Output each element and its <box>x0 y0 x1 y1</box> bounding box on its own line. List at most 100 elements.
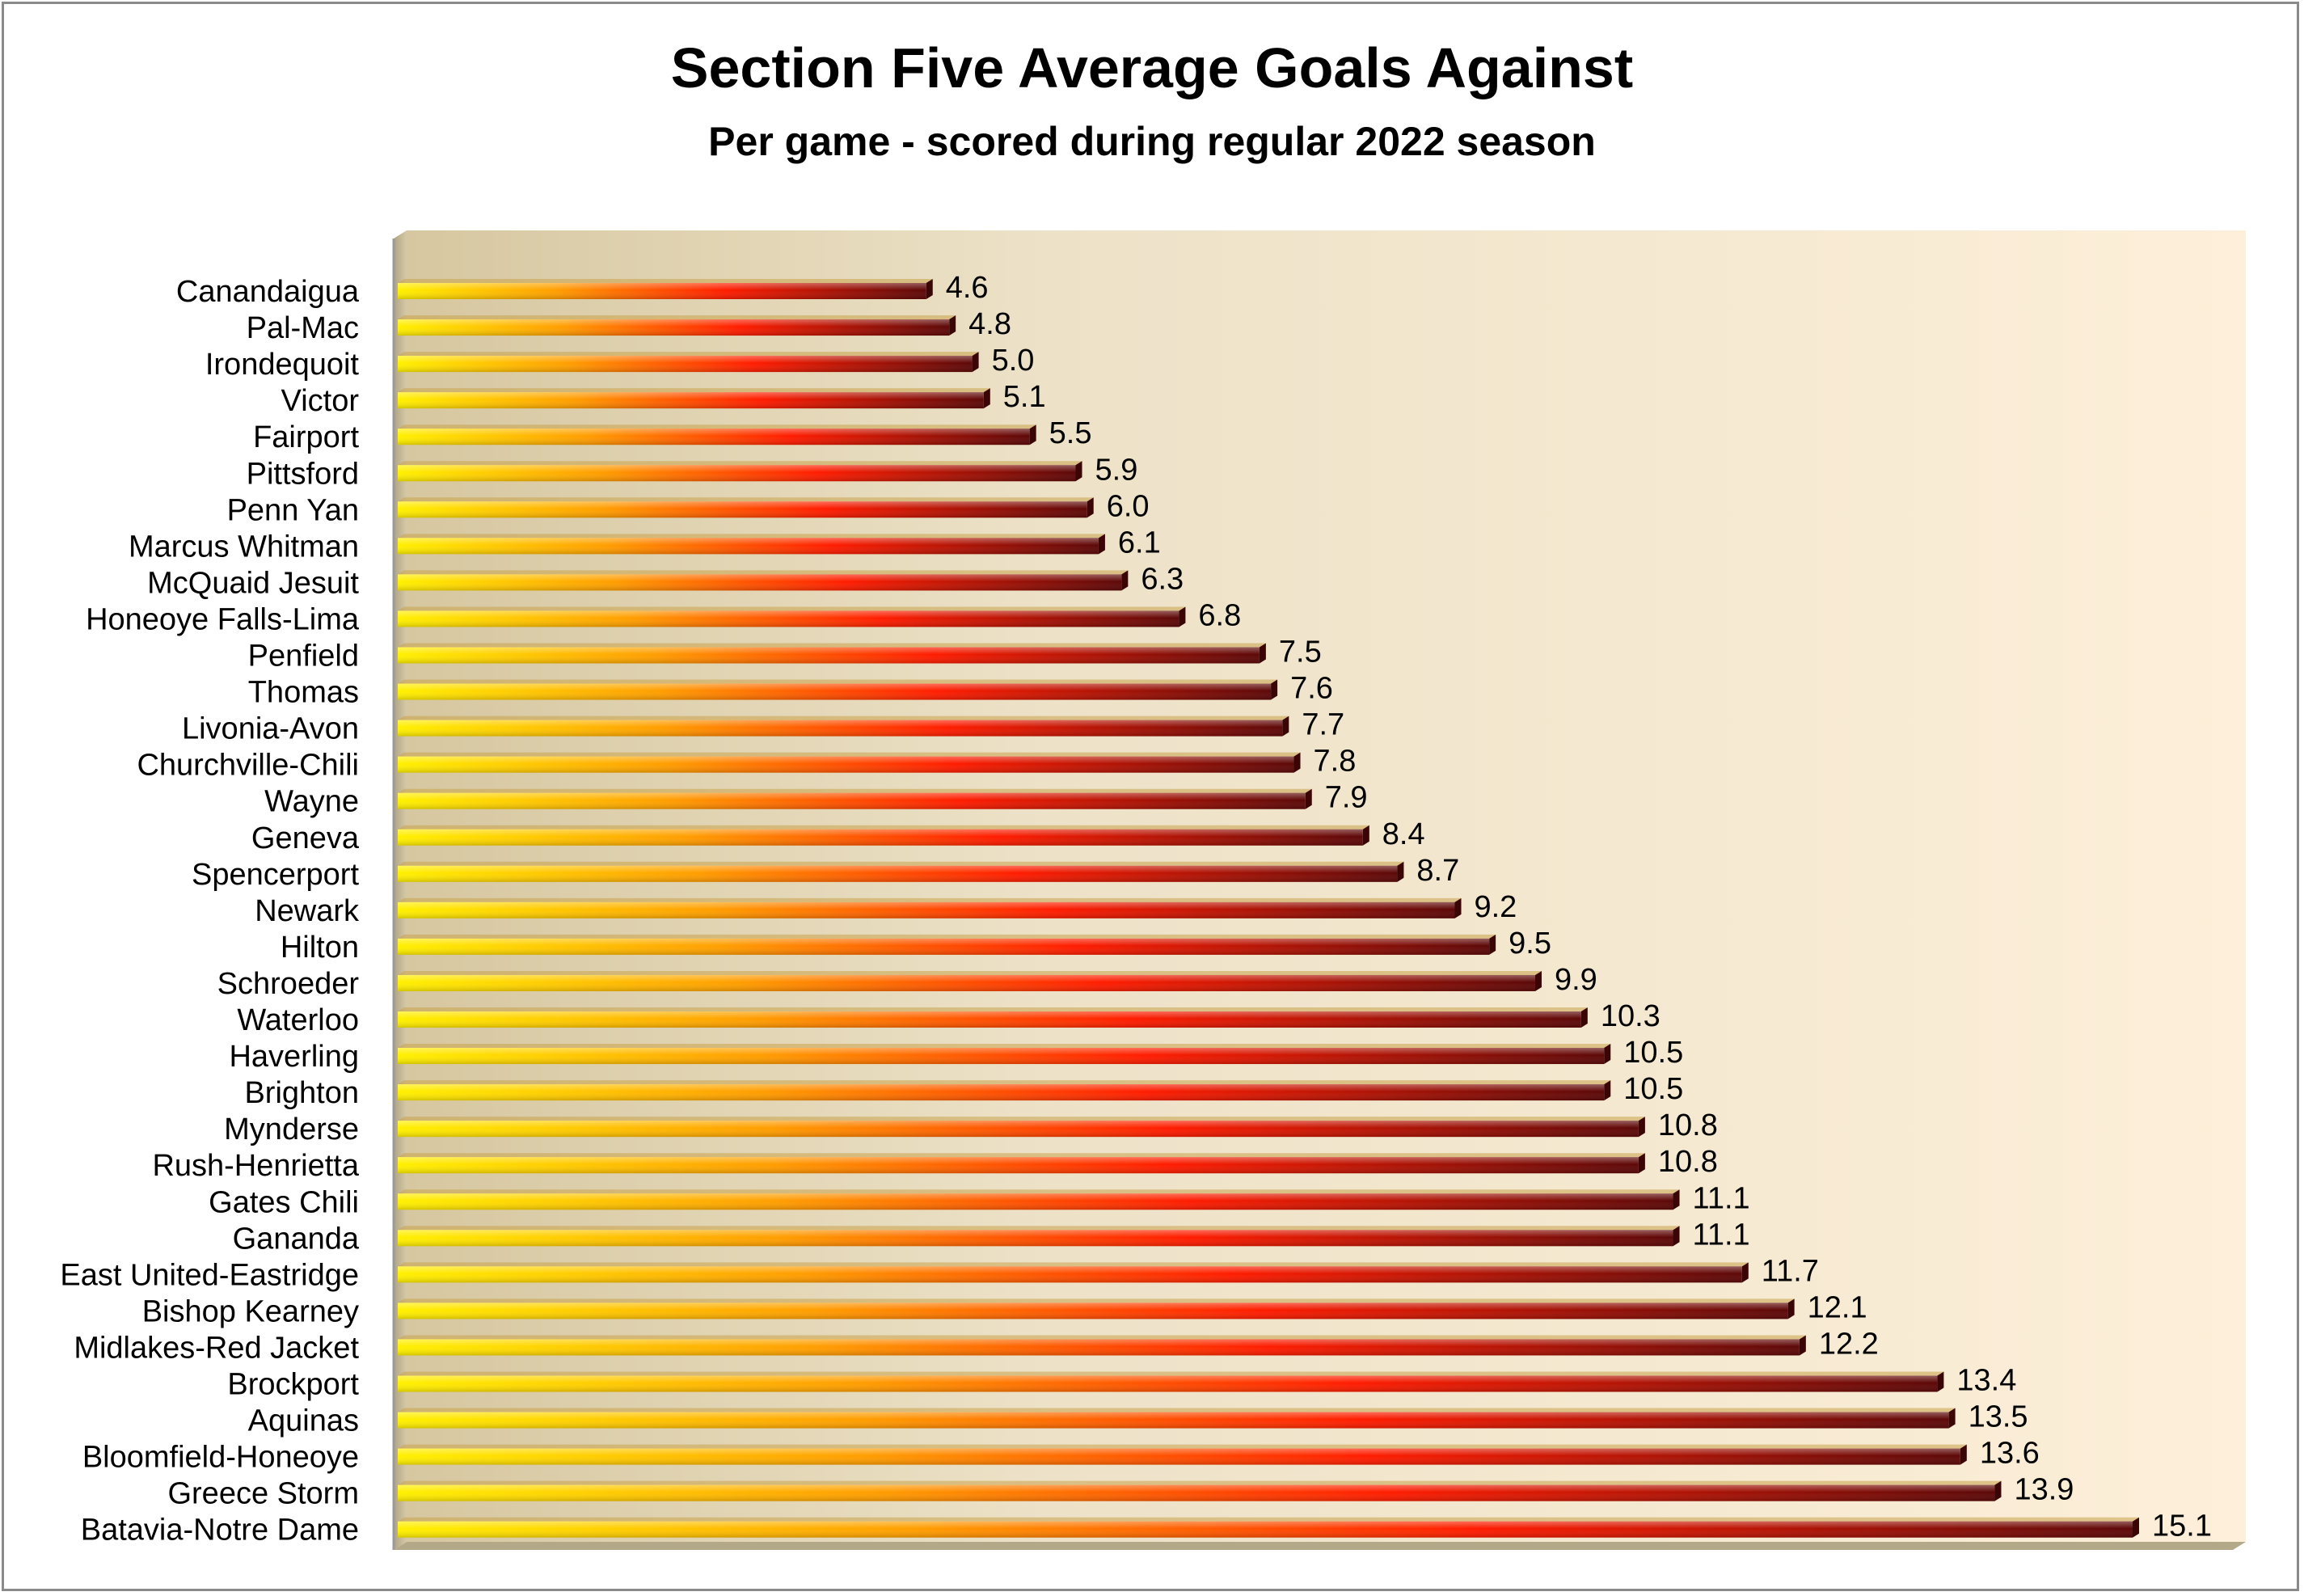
category-label: Midlakes-Red Jacket <box>74 1331 359 1365</box>
bar-end-face <box>1673 1226 1680 1247</box>
bar-end-face <box>1534 970 1542 991</box>
bar-top-face <box>398 1189 1680 1194</box>
bar-top-face <box>398 352 979 357</box>
category-label: Irondequoit <box>205 348 360 382</box>
bar-end-face <box>1259 643 1266 664</box>
bar-shading <box>398 501 1087 518</box>
category-label: Penn Yan <box>227 493 359 527</box>
category-label: East United-Eastridge <box>60 1258 359 1292</box>
value-label: 4.8 <box>968 307 1011 341</box>
category-label: Brockport <box>227 1368 359 1402</box>
bar-shading <box>398 283 926 299</box>
chart-title: Section Five Average Goals Against <box>670 36 1634 99</box>
value-label: 6.0 <box>1107 489 1150 523</box>
value-label: 10.8 <box>1658 1108 1718 1142</box>
bar-end-face <box>1305 788 1312 809</box>
bar-top-face <box>398 606 1186 611</box>
value-label: 13.6 <box>1980 1437 2040 1471</box>
bar-shading <box>398 429 1030 445</box>
value-label: 11.1 <box>1693 1181 1750 1215</box>
value-label: 6.3 <box>1141 562 1184 596</box>
bar-end-face <box>1179 606 1186 627</box>
value-label: 6.8 <box>1198 598 1241 632</box>
category-label: Batavia-Notre Dame <box>81 1514 359 1547</box>
bar-end-face <box>949 315 956 336</box>
bar-end-face <box>1580 1007 1588 1028</box>
value-label: 7.7 <box>1302 708 1344 742</box>
bar-top-face <box>398 679 1278 684</box>
category-label: Livonia-Avon <box>182 712 359 746</box>
bar-top-face <box>398 934 1496 939</box>
category-label: Spencerport <box>192 858 359 892</box>
value-label: 8.4 <box>1382 817 1425 851</box>
bar-shading <box>398 392 984 409</box>
bar-end-face <box>1638 1117 1645 1138</box>
bar-shading <box>398 1011 1581 1028</box>
bar-shading <box>398 1193 1673 1210</box>
bar-shading <box>398 538 1099 555</box>
value-label: 9.5 <box>1509 927 1551 961</box>
category-label: Haverling <box>229 1040 359 1074</box>
category-label: Canandaigua <box>176 275 360 309</box>
value-label: 11.1 <box>1693 1218 1750 1252</box>
value-label: 10.8 <box>1658 1145 1718 1179</box>
bar-shading <box>398 465 1076 482</box>
bar-shading <box>398 792 1306 809</box>
category-label: Penfield <box>248 640 359 673</box>
bar-top-face <box>398 1080 1611 1085</box>
bar-shading <box>398 319 950 336</box>
bar-end-face <box>1087 497 1094 518</box>
bar-end-face <box>983 388 990 409</box>
bar-top-face <box>398 897 1462 902</box>
category-label: Aquinas <box>248 1404 359 1438</box>
category-label: Churchville-Chili <box>137 749 359 783</box>
bar-shading <box>398 1521 2133 1538</box>
value-label: 5.0 <box>992 344 1035 378</box>
value-label: 11.7 <box>1762 1254 1819 1288</box>
value-label: 4.6 <box>946 271 989 305</box>
category-label: Bishop Kearney <box>142 1294 359 1328</box>
value-label: 9.9 <box>1555 963 1597 997</box>
bar-top-face <box>398 315 956 320</box>
value-label: 6.1 <box>1118 526 1161 559</box>
category-label: McQuaid Jesuit <box>147 566 359 600</box>
bar-end-face <box>1271 679 1278 700</box>
plot-floor <box>394 1542 2246 1550</box>
value-label: 5.5 <box>1049 416 1092 450</box>
bar-top-face <box>398 716 1289 720</box>
bar-top-face <box>398 788 1312 793</box>
bar-top-face <box>398 1408 1956 1412</box>
bar-end-face <box>1397 861 1404 882</box>
bar-top-face <box>398 643 1266 648</box>
category-label: Hilton <box>281 931 359 965</box>
bar-top-face <box>398 1117 1645 1121</box>
bar-top-face <box>398 1044 1611 1049</box>
value-label: 7.9 <box>1325 781 1368 815</box>
bar-top-face <box>398 279 933 283</box>
bar-top-face <box>398 1226 1680 1231</box>
bar-end-face <box>1489 934 1496 955</box>
bar-end-face <box>1673 1189 1680 1210</box>
bar-shading <box>398 829 1363 846</box>
bar-top-face <box>398 1444 1967 1449</box>
bar-top-face <box>398 1262 1749 1267</box>
value-label: 7.8 <box>1314 745 1357 779</box>
bar-top-face <box>398 388 990 393</box>
chart-subtitle: Per game - scored during regular 2022 se… <box>708 119 1596 164</box>
bar-top-face <box>398 752 1301 757</box>
value-label: 13.5 <box>1969 1400 2028 1434</box>
bar-end-face <box>1121 570 1129 591</box>
bar-end-face <box>1937 1371 1944 1392</box>
bar-shading <box>398 1375 1938 1392</box>
category-label: Honeoye Falls-Lima <box>86 602 360 636</box>
bar-end-face <box>1994 1480 2002 1501</box>
bar-top-face <box>398 570 1129 575</box>
category-label: Pittsford <box>247 457 359 491</box>
category-label: Victor <box>281 384 360 418</box>
bar-shading <box>398 865 1398 882</box>
category-label: Fairport <box>253 420 359 454</box>
bar-end-face <box>1960 1444 1967 1465</box>
bar-top-face <box>398 461 1082 466</box>
bar-end-face <box>2133 1517 2139 1538</box>
bar-shading <box>398 1121 1639 1138</box>
